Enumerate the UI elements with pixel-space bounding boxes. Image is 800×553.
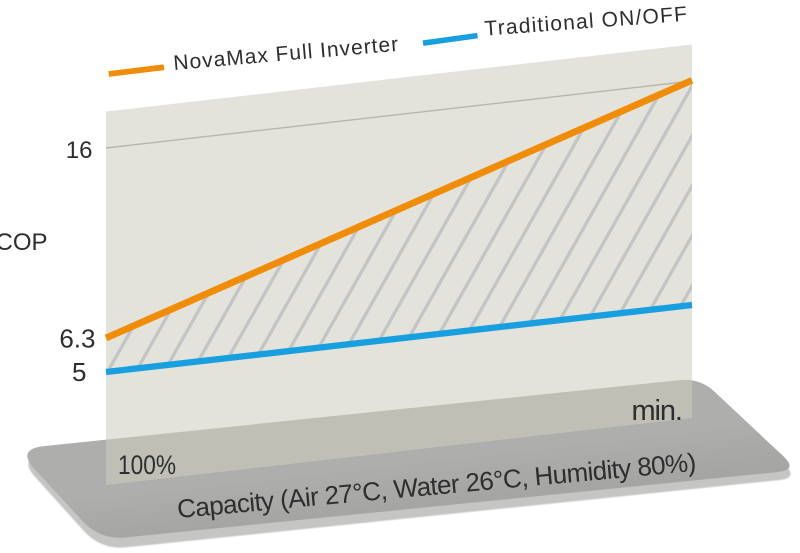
svg-text:5: 5	[72, 357, 86, 387]
svg-text:COP: COP	[0, 229, 48, 256]
svg-text:6.3: 6.3	[59, 324, 95, 354]
svg-text:min.: min.	[632, 395, 682, 427]
svg-text:16: 16	[66, 137, 93, 164]
svg-text:100%: 100%	[118, 450, 176, 480]
